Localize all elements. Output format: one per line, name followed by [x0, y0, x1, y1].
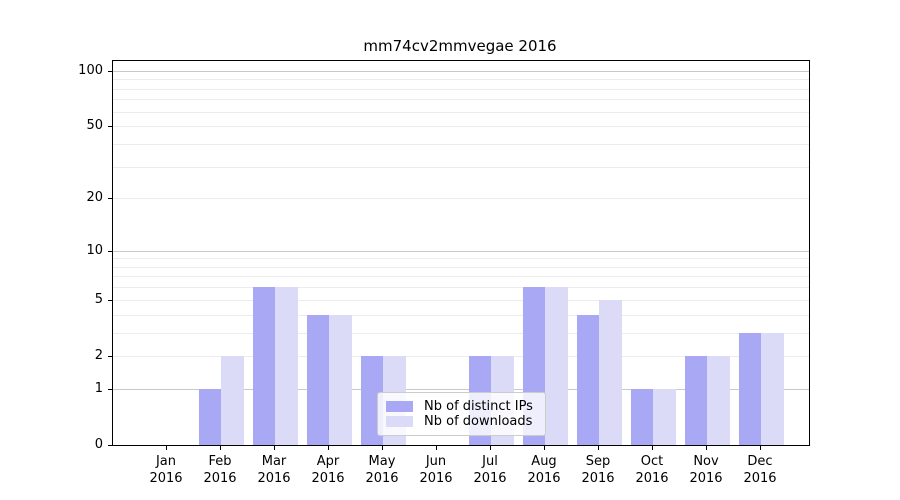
legend-item-distinct-ips: Nb of distinct IPs: [386, 399, 535, 414]
gridline-8: [113, 266, 809, 268]
gridline-80: [113, 88, 809, 90]
gridline-40: [113, 143, 809, 145]
legend-label-downloads: Nb of downloads: [424, 414, 533, 429]
x-tick-label-may: May 2016: [365, 454, 399, 486]
bar-distinct-ips-feb: [198, 388, 221, 445]
legend: Nb of distinct IPs Nb of downloads: [377, 392, 546, 436]
y-tick-label-1: 1: [94, 380, 103, 396]
chart-title: mm74cv2mmvegae 2016: [363, 37, 557, 55]
x-tick-label-dec: Dec 2016: [743, 454, 777, 486]
gridline-4: [113, 314, 809, 316]
y-tick-5: [108, 299, 112, 301]
gridline-9: [113, 258, 809, 260]
bar-downloads-mar: [275, 287, 298, 445]
bar-distinct-ips-mar: [252, 287, 275, 445]
gridline-50: [113, 126, 809, 128]
x-tick-may: [382, 446, 383, 450]
x-tick-label-oct: Oct 2016: [635, 454, 669, 486]
x-tick-label-jan: Jan 2016: [149, 454, 183, 486]
y-tick-label-10: 10: [86, 242, 103, 258]
x-tick-jan: [166, 446, 167, 450]
gridline-60: [113, 111, 809, 113]
legend-swatch-distinct-ips: [386, 401, 413, 412]
legend-label-distinct-ips: Nb of distinct IPs: [424, 399, 533, 414]
legend-item-downloads: Nb of downloads: [386, 414, 535, 429]
y-tick-label-2: 2: [94, 347, 103, 363]
y-tick-label-20: 20: [86, 190, 103, 206]
x-tick-apr: [328, 446, 329, 450]
bar-downloads-dec: [761, 332, 784, 445]
gridline-3: [113, 332, 809, 334]
bar-downloads-aug: [545, 287, 568, 445]
y-tick-100: [108, 70, 112, 72]
x-tick-jul: [490, 446, 491, 450]
x-tick-label-apr: Apr 2016: [311, 454, 345, 486]
gridline-90: [113, 79, 809, 81]
x-tick-label-mar: Mar 2016: [257, 454, 291, 486]
bar-downloads-sep: [599, 299, 622, 445]
bar-distinct-ips-nov: [684, 355, 707, 445]
y-tick-label-5: 5: [94, 291, 103, 307]
plot-area: [112, 60, 810, 446]
x-tick-label-nov: Nov 2016: [689, 454, 723, 486]
y-tick-20: [108, 198, 112, 200]
y-tick-2: [108, 355, 112, 357]
gridline-5: [113, 299, 809, 301]
gridline-6: [113, 287, 809, 289]
x-tick-label-jun: Jun 2016: [419, 454, 453, 486]
gridline-2: [113, 355, 809, 357]
gridline-20: [113, 198, 809, 200]
x-tick-mar: [274, 446, 275, 450]
y-tick-0: [108, 445, 112, 446]
bar-downloads-apr: [329, 314, 352, 445]
gridline-7: [113, 276, 809, 278]
y-tick-label-100: 100: [78, 62, 103, 78]
x-tick-label-aug: Aug 2016: [527, 454, 561, 486]
x-tick-aug: [544, 446, 545, 450]
gridline-100: [113, 70, 809, 72]
gridline-30: [113, 166, 809, 168]
x-tick-label-feb: Feb 2016: [203, 454, 237, 486]
bar-distinct-ips-oct: [630, 388, 653, 445]
y-tick-50: [108, 126, 112, 128]
x-tick-sep: [598, 446, 599, 450]
legend-swatch-downloads: [386, 416, 413, 427]
y-tick-label-50: 50: [86, 118, 103, 134]
gridline-1: [113, 388, 809, 390]
y-tick-label-0: 0: [94, 437, 103, 452]
bar-distinct-ips-sep: [576, 314, 599, 445]
x-tick-jun: [436, 446, 437, 450]
x-tick-nov: [706, 446, 707, 450]
bar-distinct-ips-apr: [306, 314, 329, 445]
y-tick-10: [108, 250, 112, 252]
x-tick-dec: [760, 446, 761, 450]
x-tick-oct: [652, 446, 653, 450]
x-tick-label-sep: Sep 2016: [581, 454, 615, 486]
bar-downloads-feb: [221, 355, 244, 445]
gridline-70: [113, 99, 809, 101]
x-tick-feb: [220, 446, 221, 450]
bar-downloads-oct: [653, 388, 676, 445]
x-tick-label-jul: Jul 2016: [473, 454, 507, 486]
bar-downloads-nov: [707, 355, 730, 445]
bar-distinct-ips-dec: [738, 332, 761, 445]
y-tick-1: [108, 388, 112, 390]
gridline-10: [113, 250, 809, 252]
